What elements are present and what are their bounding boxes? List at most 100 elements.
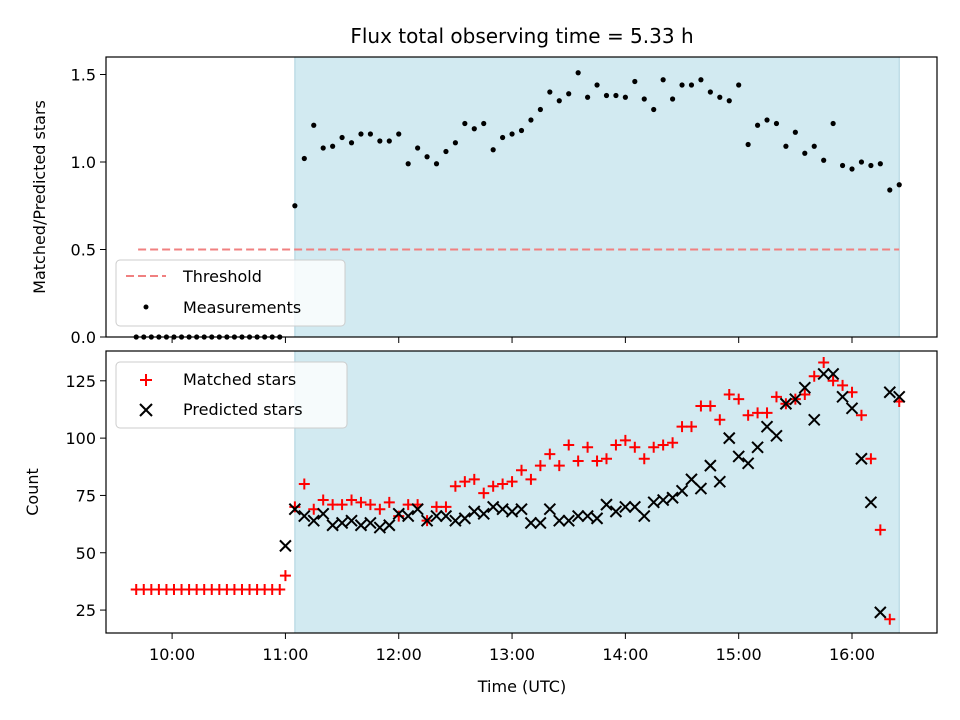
threshold-legend-label: Threshold (182, 267, 262, 286)
matched-star-point (431, 501, 443, 513)
matched-star-point (440, 501, 452, 513)
x-tick-label: 11:00 (262, 645, 308, 664)
predicted-star-point (571, 509, 585, 523)
matched-star-point (742, 409, 754, 421)
measurement-point (301, 155, 307, 162)
predicted-star-point (486, 500, 500, 514)
count-plot-frame (105, 350, 938, 634)
predicted-star-point (524, 516, 538, 530)
measurement-point (877, 161, 883, 167)
predicted-star-point (543, 502, 557, 516)
measurement-point (566, 91, 572, 97)
predicted-star-point (741, 457, 755, 470)
matched-star-point (770, 391, 782, 403)
matched-star-point (459, 476, 471, 488)
predicted-star-point (477, 507, 490, 520)
predicted-star-point (505, 505, 519, 518)
matched-star-point (298, 478, 310, 490)
measurement-point (896, 182, 902, 188)
predicted-star-point (864, 496, 878, 509)
predicted-star-point (326, 519, 339, 532)
measurement-point (424, 154, 430, 160)
predicted-star-point (354, 519, 368, 532)
ratio-y-ticks: 0.0 0.5 1.0 1.5 (71, 66, 106, 347)
predicted-star-point (826, 367, 840, 381)
y-tick-label: 25 (76, 601, 96, 620)
measurement-point (764, 117, 770, 123)
matched-star-point (723, 389, 735, 401)
count-legend: Matched stars Predicted stars (115, 361, 348, 429)
measurement-point (641, 96, 647, 102)
predicted-star-point (713, 475, 727, 488)
matched-star-point (704, 400, 716, 412)
measurement-point (736, 82, 742, 88)
predicted-star-point (600, 498, 613, 511)
x-tick-label: 14:00 (602, 645, 648, 664)
predicted-star-point (468, 505, 481, 518)
measurement-point (887, 187, 893, 193)
measurement-point (528, 117, 534, 123)
predicted-star-point (534, 516, 547, 530)
measurement-point (509, 131, 515, 137)
predicted-star-point (430, 509, 443, 523)
predicted-star-point (855, 452, 868, 465)
matched-star-point (865, 453, 877, 465)
ratio-legend: Threshold Measurements (115, 259, 346, 327)
matched-star-point (591, 455, 603, 467)
matched-star-point (818, 356, 830, 368)
observing-window-shade (294, 56, 900, 338)
measurement-point (717, 94, 723, 100)
measurement-point (726, 98, 732, 104)
measurement-point (660, 77, 666, 83)
measurement-point (396, 131, 402, 137)
measurement-point (830, 120, 836, 127)
predicted-star-point (562, 514, 575, 527)
measurement-point (452, 140, 458, 146)
predicted-star-point (515, 502, 528, 516)
predicted-star-point (751, 441, 764, 454)
matched-star-point (874, 524, 886, 536)
measurement-point (698, 77, 704, 83)
x-tick-label: 16:00 (829, 645, 875, 664)
measurement-point (594, 82, 600, 88)
matched-star-point (336, 499, 348, 511)
matched-star-point (582, 441, 594, 453)
predicted-star-point (675, 484, 689, 498)
measurement-point (868, 162, 874, 169)
predicted-star-point (392, 507, 405, 520)
measurements-legend-label: Measurements (183, 298, 301, 317)
ratio-plot-frame (105, 56, 938, 338)
measurement-point (679, 82, 685, 88)
measurement-point (292, 203, 298, 209)
y-tick-label: 0.5 (71, 241, 96, 260)
measurement-point (367, 131, 374, 137)
measurement-point (358, 131, 364, 137)
measurement-point (745, 141, 751, 148)
x-axis-label: Time (UTC) (477, 677, 566, 696)
x-tick-label: 15:00 (716, 645, 762, 664)
measurement-point (320, 145, 326, 151)
measurement-point (556, 98, 562, 104)
ratio-legend-box (115, 259, 346, 327)
predicted-star-point (694, 482, 708, 495)
matched-star-point (714, 414, 726, 426)
measurement-point (669, 96, 676, 102)
measurement-point (405, 161, 411, 167)
matched-star-point (383, 496, 395, 508)
predicted-star-point (685, 473, 698, 486)
matched-star-point (516, 464, 527, 476)
measurement-point (500, 134, 506, 141)
predicted-star-point (883, 386, 896, 399)
count-y-ticks: 25 50 75 100 125 (65, 372, 106, 620)
matched-star-point (827, 375, 839, 387)
matched-star-point (563, 439, 575, 451)
measurement-point (821, 157, 827, 163)
y-tick-label: 75 (76, 486, 96, 505)
measurement-point (339, 134, 345, 141)
predicted-star-point (732, 450, 745, 463)
predicted-star-point (723, 431, 736, 445)
measurement-point (415, 145, 421, 151)
measurement-point (688, 82, 695, 88)
matched-star-point (667, 437, 679, 449)
